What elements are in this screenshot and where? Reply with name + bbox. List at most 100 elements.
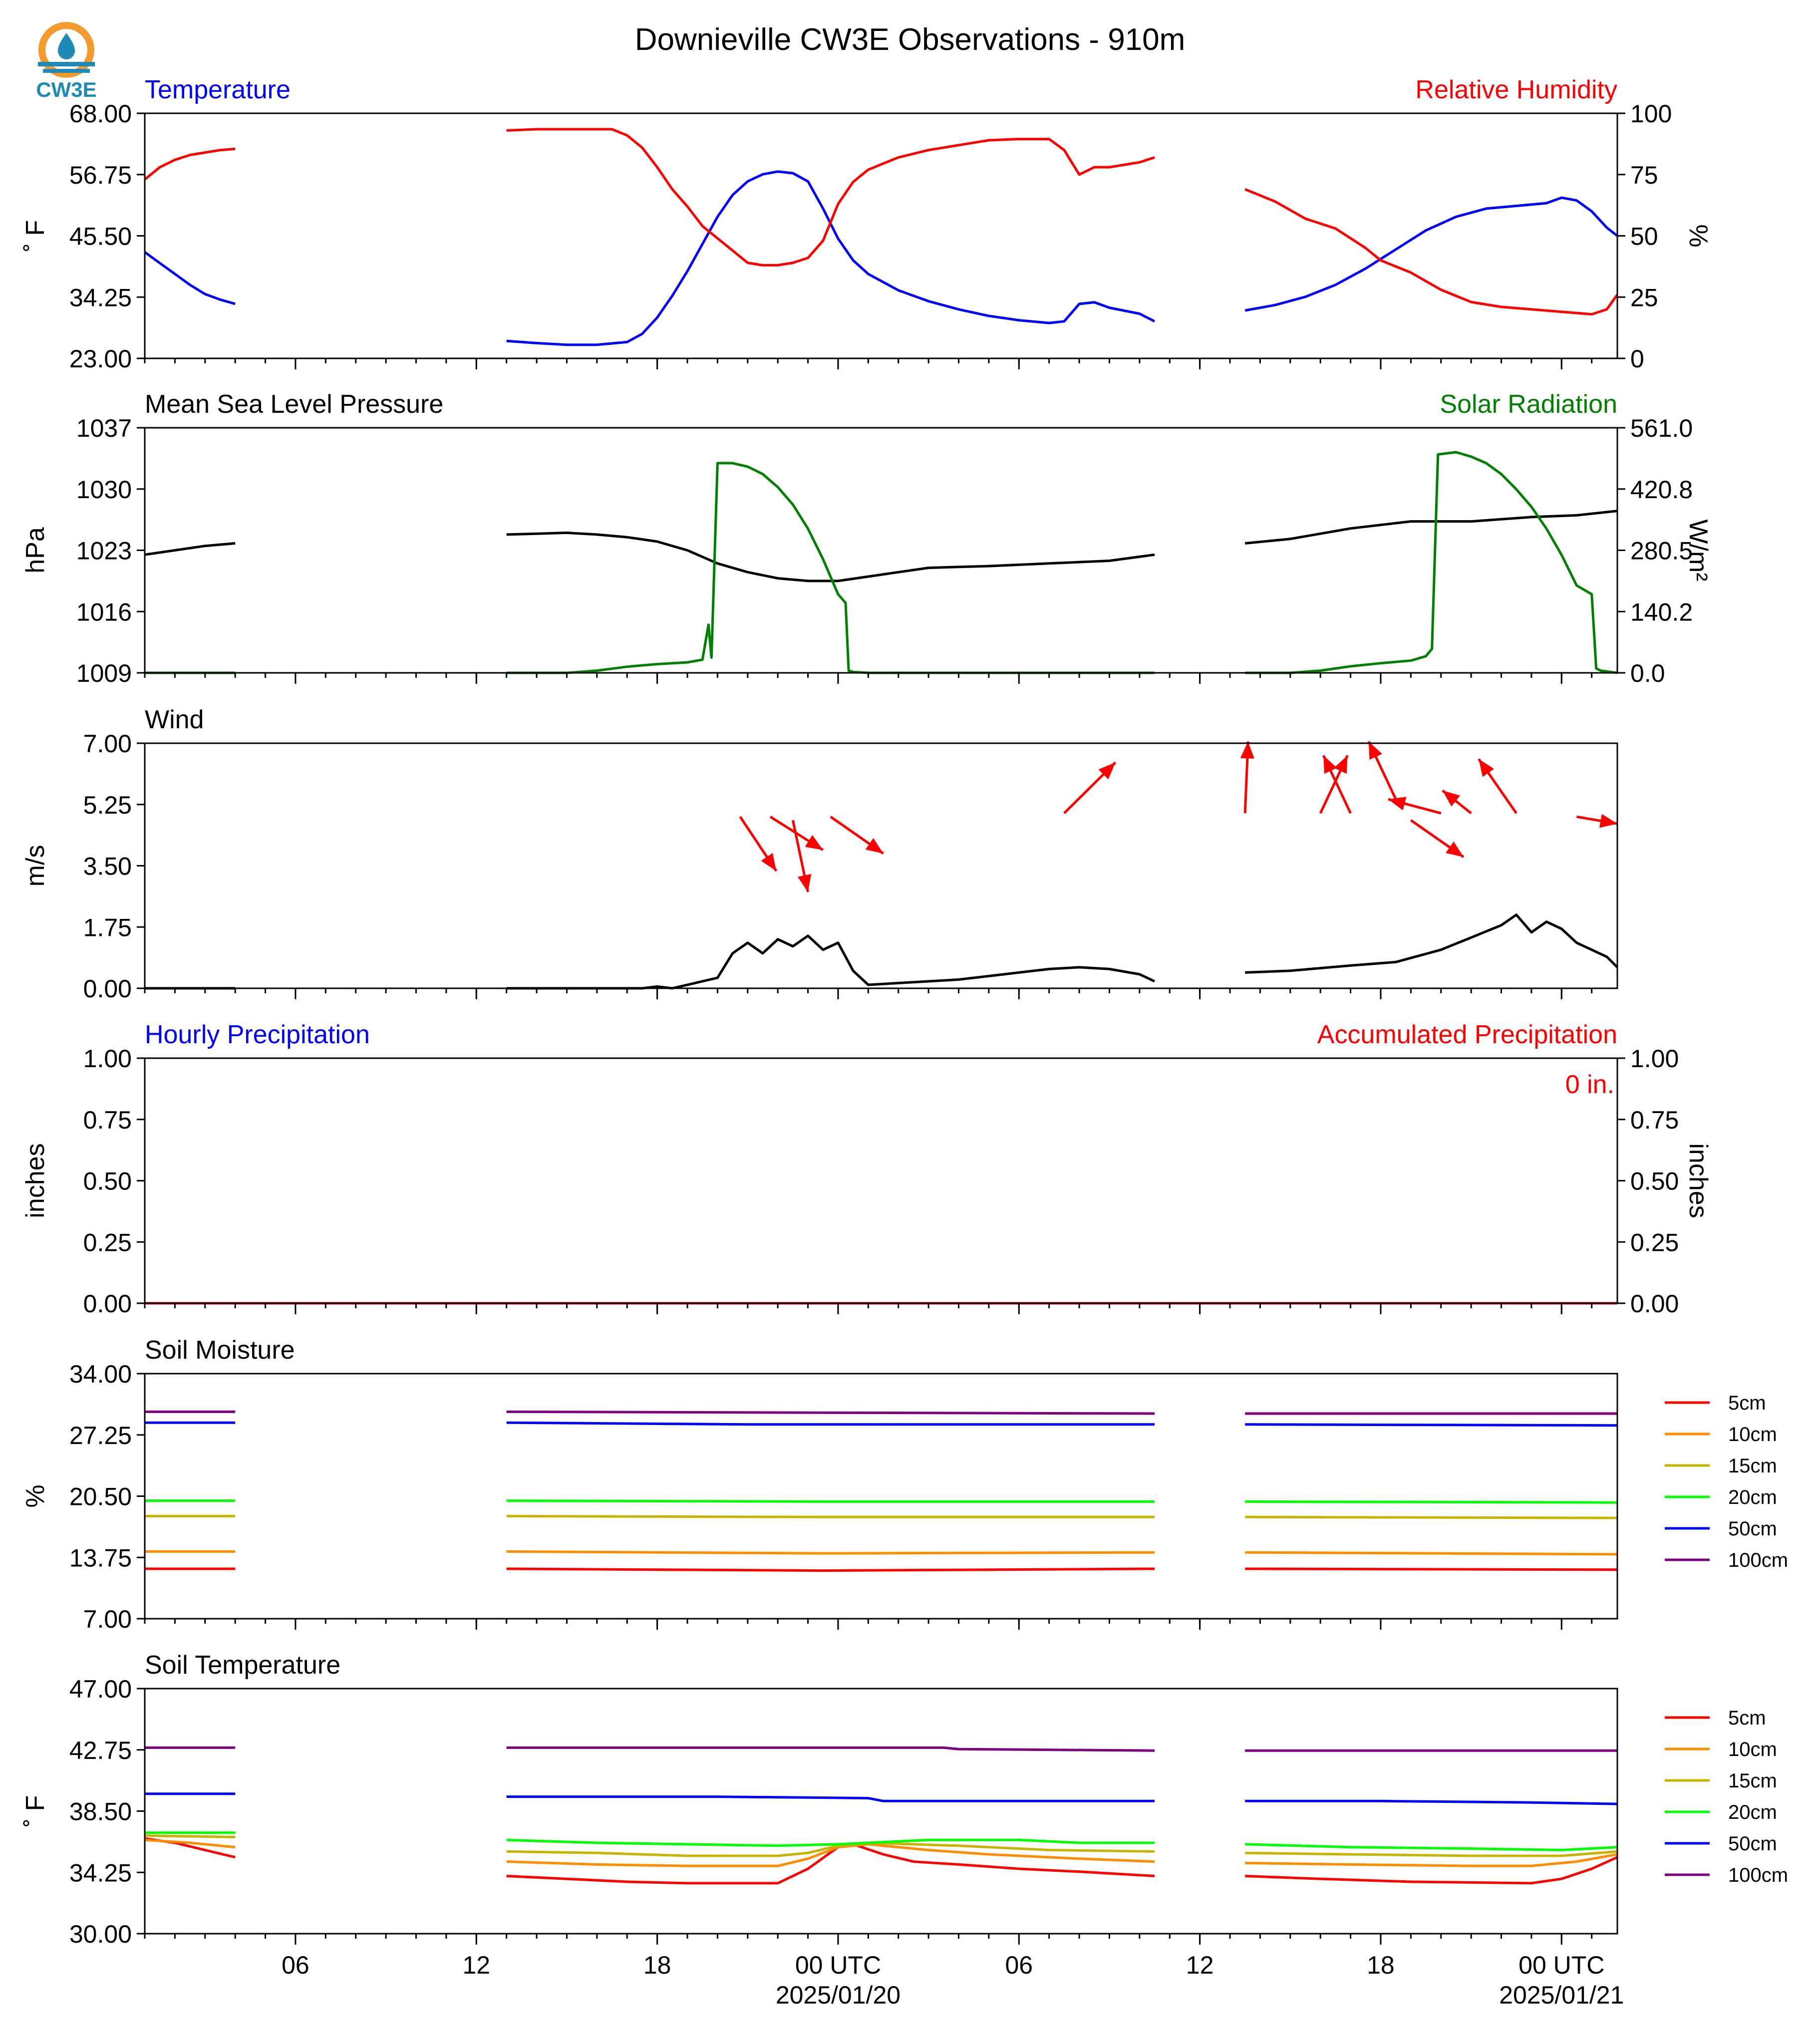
- series-line-0-seg-2: [1244, 196, 1617, 312]
- y-tick-label: 0.00: [83, 975, 132, 1003]
- y-tick-label: 68.00: [69, 100, 132, 128]
- logo-text: CW3E: [36, 78, 97, 101]
- y-axis-label: hPa: [21, 527, 50, 574]
- legend-label: 10cm: [1728, 1738, 1777, 1760]
- x-tick-label: 00 UTC: [1518, 1951, 1604, 1979]
- y-axis-label-right: W/m²: [1684, 519, 1713, 581]
- y-tick-label: 20.50: [69, 1483, 132, 1511]
- y-axis-label: ˚ F: [21, 220, 50, 252]
- y-axis-label-right: %: [1684, 224, 1713, 247]
- y-tick-label: 0.00: [83, 1290, 132, 1318]
- x-tick-label: 12: [462, 1951, 490, 1979]
- x-tick-label: 18: [1367, 1951, 1395, 1979]
- series-line-15cm-seg-0: [145, 1834, 236, 1838]
- wind-arrow-head: [1446, 842, 1464, 857]
- plot-frame: [144, 427, 1618, 674]
- accumulated-total-label: 0 in.: [1565, 1070, 1614, 1099]
- wind-arrow-head: [1334, 755, 1348, 774]
- y-tick-label: 34.00: [69, 1360, 132, 1388]
- series-line-15cm-seg-1: [506, 1515, 1155, 1518]
- legend-label: 5cm: [1728, 1392, 1766, 1414]
- panel-title-left: Soil Temperature: [145, 1651, 340, 1680]
- panel-title-right: Relative Humidity: [1415, 75, 1617, 104]
- panels: 23.00 34.25 45.50 56.75 68.00 0 25 50 75 100 Tempe…: [21, 75, 1788, 2009]
- y-tick-label: 3.50: [83, 853, 132, 880]
- y-tick-label-right: 140.2: [1630, 598, 1693, 626]
- x-tick-label: 06: [1005, 1951, 1033, 1979]
- x-tick-label: 12: [1186, 1951, 1214, 1979]
- panel-soil-moisture: 7.00 13.75 20.50 27.25 34.00 Soil Moisture% 5c…: [21, 1336, 1788, 1633]
- panel-wind: 0.00 1.75 3.50 5.25 7.00 Wind m/s: [21, 705, 1618, 1003]
- wind-arrow: [1410, 819, 1465, 859]
- series-line-1-seg-0: [145, 147, 236, 181]
- series-line-10cm-seg-1: [506, 1843, 1155, 1867]
- water-drop-sun-icon: [38, 22, 95, 78]
- wind-arrow-head: [1442, 790, 1461, 807]
- plot-frame: [144, 1057, 1618, 1304]
- panel-title-left: Temperature: [145, 75, 291, 104]
- y-tick-label-right: 0.00: [1630, 1290, 1679, 1318]
- plot-frame: [144, 742, 1618, 989]
- series-line-0-seg-1: [506, 170, 1156, 346]
- y-tick-label: 0.25: [83, 1228, 132, 1256]
- y-axis-label: m/s: [21, 845, 50, 887]
- panel-title-left: Hourly Precipitation: [145, 1020, 370, 1049]
- series-group: [145, 451, 1617, 674]
- series-line-5cm-seg-2: [1245, 1856, 1617, 1885]
- wind-arrow: [1388, 797, 1442, 815]
- series-line-10cm-seg-0: [145, 1838, 236, 1849]
- wind-arrow-head: [1098, 762, 1116, 780]
- series-group: [145, 128, 1617, 346]
- y-tick-label-right: 280.5: [1630, 537, 1693, 565]
- y-tick-label: 1023: [76, 537, 132, 565]
- x-tick-label: 18: [643, 1951, 671, 1979]
- legend-label: 15cm: [1728, 1770, 1777, 1792]
- y-tick-label: 45.50: [69, 223, 132, 251]
- legend-label: 20cm: [1728, 1486, 1777, 1508]
- y-tick-label: 42.75: [69, 1737, 132, 1764]
- wind-arrow: [791, 820, 812, 892]
- panel-title-left: Wind: [145, 705, 204, 734]
- series-line-1-seg-1: [506, 128, 1155, 267]
- y-tick-label: 13.75: [69, 1544, 132, 1572]
- y-tick-label-right: 0.0: [1630, 659, 1665, 687]
- y-tick-label-right: 0.50: [1630, 1167, 1679, 1195]
- legend-label: 20cm: [1728, 1801, 1777, 1823]
- series-line-0-seg-0: [145, 251, 236, 305]
- plot-frame: [144, 112, 1618, 359]
- y-tick-label-right: 0: [1630, 345, 1644, 373]
- y-tick-label: 1.00: [83, 1045, 132, 1073]
- panel-title-left: Soil Moisture: [145, 1336, 295, 1365]
- y-tick-label-right: 25: [1630, 284, 1658, 311]
- y-tick-label: 23.00: [69, 345, 132, 373]
- y-tick-label-right: 561.0: [1630, 414, 1693, 442]
- wind-arrow-head: [805, 835, 823, 850]
- y-tick-label-right: 0.25: [1630, 1228, 1679, 1256]
- y-tick-label: 5.25: [83, 791, 132, 819]
- panel-pressure-solar: 1009 1016 1023 1030 1037 0.0 140.2 280.5 420.8 56…: [21, 390, 1713, 687]
- cw3e-logo: CW3E: [29, 19, 104, 104]
- series-line-10cm-seg-2: [1245, 1853, 1617, 1867]
- panel-title-left: Mean Sea Level Pressure: [145, 390, 443, 419]
- y-axis-label: %: [21, 1484, 50, 1507]
- wind-arrow: [1478, 758, 1517, 814]
- wind-arrow: [1319, 755, 1349, 814]
- series-line-20cm-seg-1: [506, 1499, 1155, 1503]
- y-tick-label: 34.25: [69, 1859, 132, 1887]
- x-tick-date: 2025/01/20: [776, 1981, 901, 2009]
- wind-arrow: [830, 816, 884, 855]
- wind-arrow: [1576, 814, 1618, 828]
- wind-arrow-head: [1368, 741, 1382, 760]
- series-group: [145, 1410, 1617, 1572]
- wind-arrow-head: [865, 838, 884, 854]
- y-tick-label: 1037: [76, 414, 132, 442]
- y-tick-label: 30.00: [69, 1920, 132, 1948]
- y-tick-label: 27.25: [69, 1422, 132, 1449]
- y-tick-label-right: 100: [1630, 100, 1672, 128]
- legend-label: 10cm: [1728, 1424, 1777, 1446]
- x-tick-date: 2025/01/21: [1499, 1981, 1624, 2009]
- y-axis-label-right: inches: [1684, 1143, 1713, 1218]
- plot-frame: [144, 1373, 1618, 1620]
